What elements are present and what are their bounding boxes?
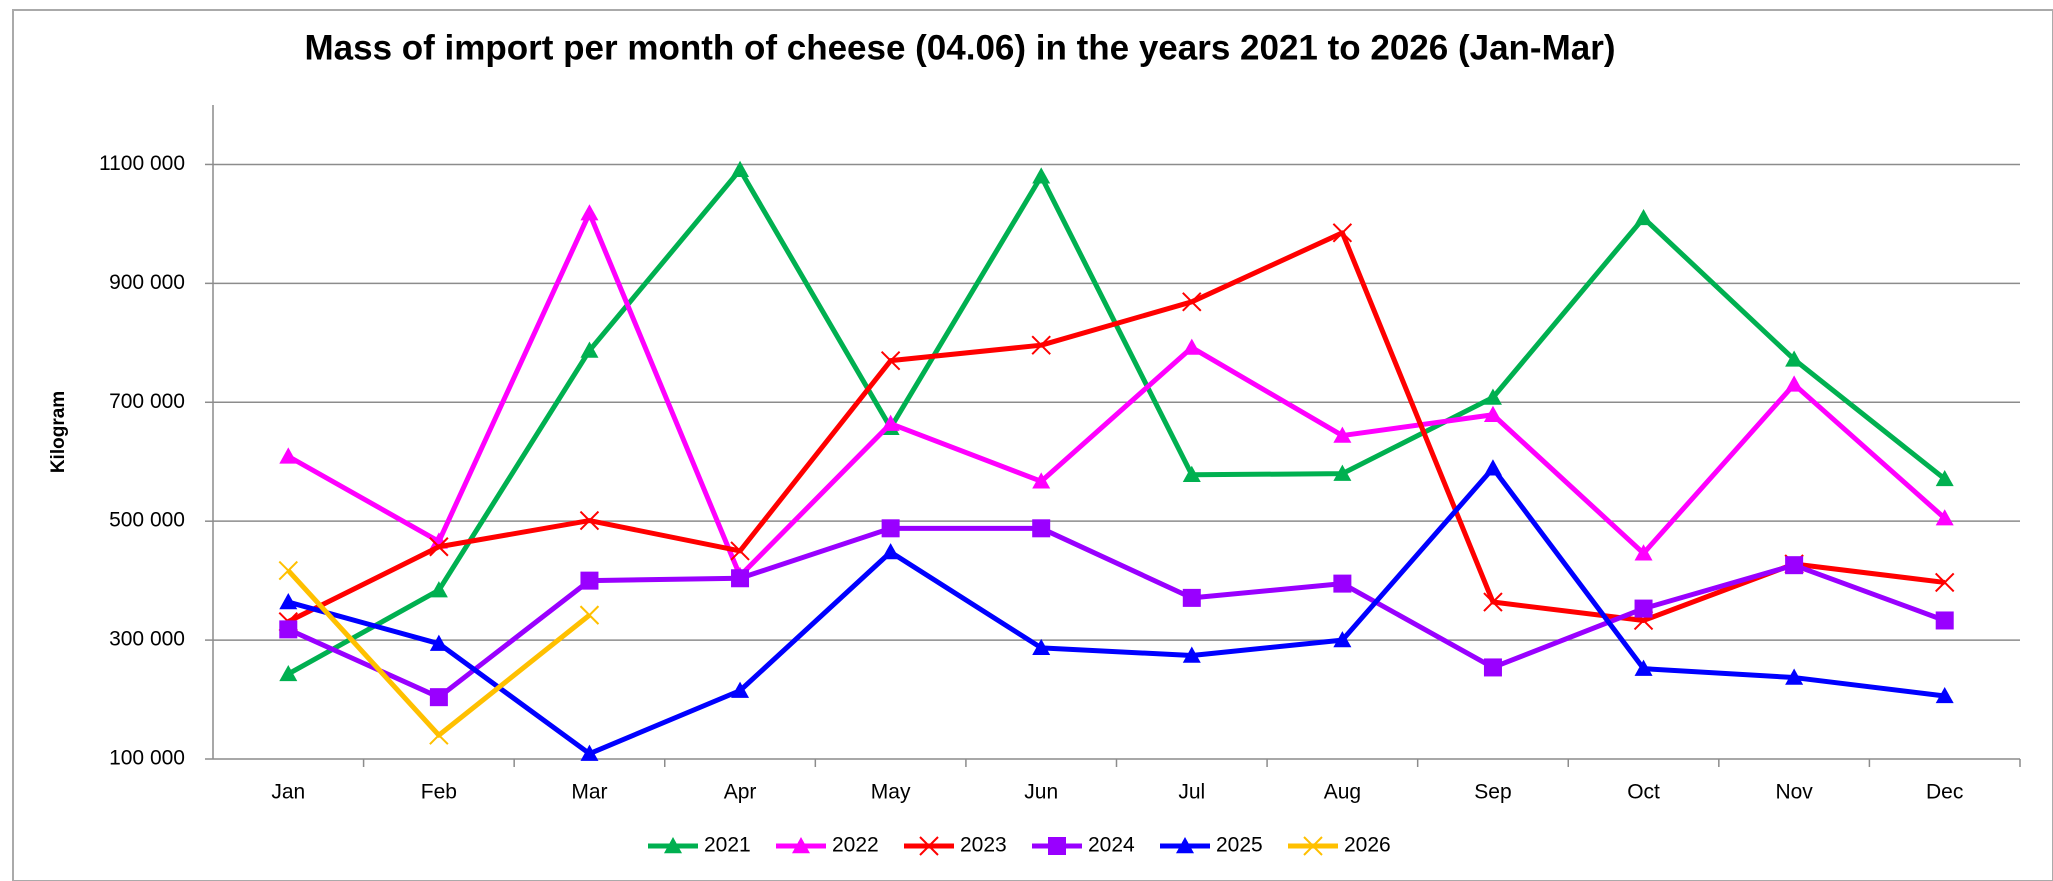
y-axis-label: Kilogram — [48, 391, 69, 473]
y-tick-label: 300 000 — [109, 628, 185, 651]
x-tick-label: Aug — [1324, 781, 1361, 804]
marker — [579, 605, 600, 625]
marker — [279, 620, 298, 639]
y-tick-label: 500 000 — [109, 509, 185, 532]
marker — [1333, 464, 1352, 481]
marker — [579, 510, 600, 531]
marker — [278, 560, 298, 581]
marker — [1182, 588, 1201, 607]
legend-label: 2026 — [1344, 834, 1391, 857]
marker — [279, 447, 298, 464]
marker — [1032, 519, 1051, 538]
marker — [1032, 167, 1051, 184]
marker — [731, 681, 750, 698]
y-tick-label: 100 000 — [109, 747, 185, 770]
marker — [792, 837, 810, 854]
x-tick-label: Jun — [1024, 781, 1058, 804]
x-tick-label: Dec — [1926, 781, 1963, 804]
marker — [1634, 599, 1653, 618]
marker — [1785, 556, 1804, 575]
series-line — [287, 465, 1946, 757]
x-tick-label: Oct — [1627, 781, 1660, 804]
marker — [1303, 836, 1323, 856]
marker — [881, 543, 900, 560]
marker — [580, 204, 599, 221]
y-tick-label: 700 000 — [109, 390, 185, 413]
marker — [919, 836, 939, 856]
x-tick-label: Jan — [271, 781, 305, 804]
series-line — [287, 230, 1946, 624]
marker — [1483, 405, 1502, 422]
marker — [1182, 646, 1201, 663]
marker — [1785, 668, 1804, 685]
x-tick-label: May — [871, 781, 911, 804]
marker — [279, 593, 298, 610]
marker — [1333, 426, 1352, 443]
legend-label: 2023 — [960, 834, 1007, 857]
x-tick-label: Feb — [421, 781, 457, 804]
marker — [1333, 574, 1352, 593]
marker — [1333, 631, 1352, 648]
marker — [1935, 686, 1954, 704]
marker — [580, 341, 599, 358]
legend-label: 2022 — [832, 834, 879, 857]
chart-border — [12, 9, 2053, 881]
marker — [429, 725, 449, 745]
legend-label: 2025 — [1216, 834, 1263, 857]
marker — [731, 569, 750, 588]
marker — [1483, 388, 1502, 405]
y-tick-label: 1100 000 — [99, 152, 185, 175]
legend-label: 2024 — [1088, 834, 1135, 857]
marker — [1634, 208, 1653, 226]
marker — [1634, 544, 1653, 561]
marker — [880, 350, 901, 371]
x-tick-label: Jul — [1178, 781, 1205, 804]
marker — [429, 537, 449, 557]
marker — [1176, 837, 1194, 854]
marker — [1935, 611, 1954, 630]
marker — [580, 744, 599, 761]
x-tick-label: Nov — [1775, 781, 1813, 804]
marker — [1483, 592, 1503, 612]
series-line — [287, 210, 1947, 579]
marker — [1785, 375, 1804, 392]
marker — [1935, 509, 1954, 526]
marker — [1935, 572, 1955, 593]
x-tick-label: Apr — [724, 781, 757, 804]
chart-title: Mass of import per month of cheese (04.0… — [305, 28, 1616, 67]
x-tick-label: Mar — [571, 781, 607, 804]
series-line — [287, 525, 1946, 700]
marker — [1182, 292, 1202, 312]
marker — [1785, 350, 1804, 367]
marker — [580, 571, 599, 590]
marker — [1935, 469, 1954, 487]
marker — [1634, 659, 1653, 676]
marker — [1483, 658, 1502, 677]
marker — [731, 160, 750, 178]
marker — [881, 414, 900, 431]
marker — [1032, 472, 1051, 489]
legend-label: 2021 — [704, 834, 751, 857]
marker — [1332, 223, 1353, 243]
marker — [664, 837, 682, 854]
marker — [881, 519, 900, 538]
marker — [1031, 335, 1051, 355]
marker — [1048, 837, 1066, 855]
marker — [429, 581, 448, 598]
x-tick-label: Sep — [1474, 781, 1511, 804]
marker — [730, 541, 750, 561]
marker — [429, 634, 448, 651]
marker — [1032, 638, 1051, 656]
marker — [429, 688, 448, 707]
marker — [279, 664, 298, 682]
marker — [1182, 465, 1201, 483]
y-tick-label: 900 000 — [109, 271, 185, 294]
marker — [1483, 459, 1502, 476]
marker — [1182, 338, 1201, 355]
